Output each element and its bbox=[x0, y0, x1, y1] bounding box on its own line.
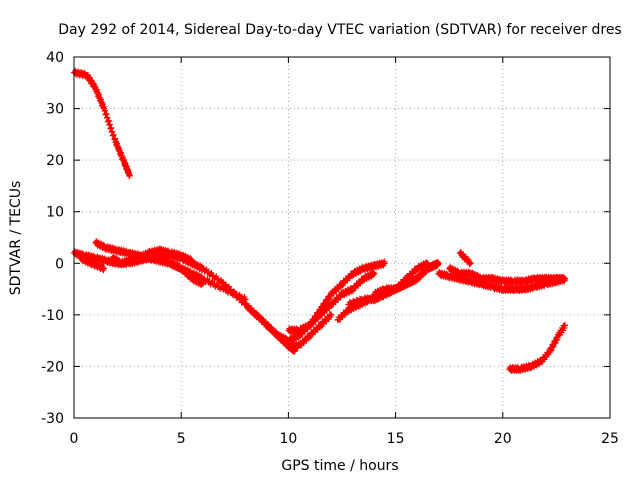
y-tick-label: -30 bbox=[41, 411, 64, 427]
data-points bbox=[71, 67, 568, 374]
data-point-markers bbox=[446, 264, 568, 287]
x-tick-label: 25 bbox=[601, 431, 619, 447]
x-tick-label: 5 bbox=[177, 431, 186, 447]
series-arc-p bbox=[506, 322, 568, 374]
y-tick-label: -10 bbox=[41, 308, 64, 324]
data-point-markers bbox=[77, 253, 108, 274]
data-point-markers bbox=[506, 322, 568, 374]
y-tick-label: 10 bbox=[46, 205, 64, 221]
x-tick-label: 0 bbox=[70, 431, 79, 447]
series-arc-n bbox=[446, 264, 568, 287]
series-arc-o bbox=[456, 249, 474, 268]
series-arc-f bbox=[167, 258, 249, 303]
y-tick-label: -20 bbox=[41, 359, 64, 375]
chart-title: Day 292 of 2014, Sidereal Day-to-day VTE… bbox=[58, 22, 621, 38]
y-tick-label: 40 bbox=[46, 50, 64, 66]
x-tick-label: 20 bbox=[494, 431, 512, 447]
series-arc-e bbox=[109, 245, 195, 269]
series-arc-c bbox=[77, 253, 108, 274]
series-arc-b bbox=[71, 248, 298, 355]
series-arc-l bbox=[371, 259, 442, 298]
x-axis-label: GPS time / hours bbox=[281, 458, 398, 474]
data-point-markers bbox=[371, 259, 442, 298]
y-tick-label: 0 bbox=[55, 256, 64, 272]
y-tick-label: 30 bbox=[46, 102, 64, 118]
series-arc-m bbox=[435, 268, 568, 294]
data-point-markers bbox=[435, 268, 568, 294]
y-axis-label: SDTVAR / TECUs bbox=[8, 181, 24, 296]
x-tick-label: 15 bbox=[387, 431, 405, 447]
plot-frame bbox=[73, 56, 611, 419]
series-arc-a bbox=[71, 67, 133, 180]
data-point-markers bbox=[285, 269, 378, 336]
data-point-markers bbox=[71, 67, 133, 180]
data-point-markers bbox=[167, 258, 249, 303]
x-tick-label: 10 bbox=[279, 431, 297, 447]
series-arc-i bbox=[285, 269, 378, 336]
axis-ticks: 0 5 10 15 20 25 40 30 20 10 0 -10 -20 -30 bbox=[41, 50, 619, 447]
data-point-markers bbox=[71, 248, 298, 355]
y-tick-label: 20 bbox=[46, 153, 64, 169]
data-point-markers bbox=[109, 245, 195, 269]
data-point-markers bbox=[456, 249, 474, 268]
